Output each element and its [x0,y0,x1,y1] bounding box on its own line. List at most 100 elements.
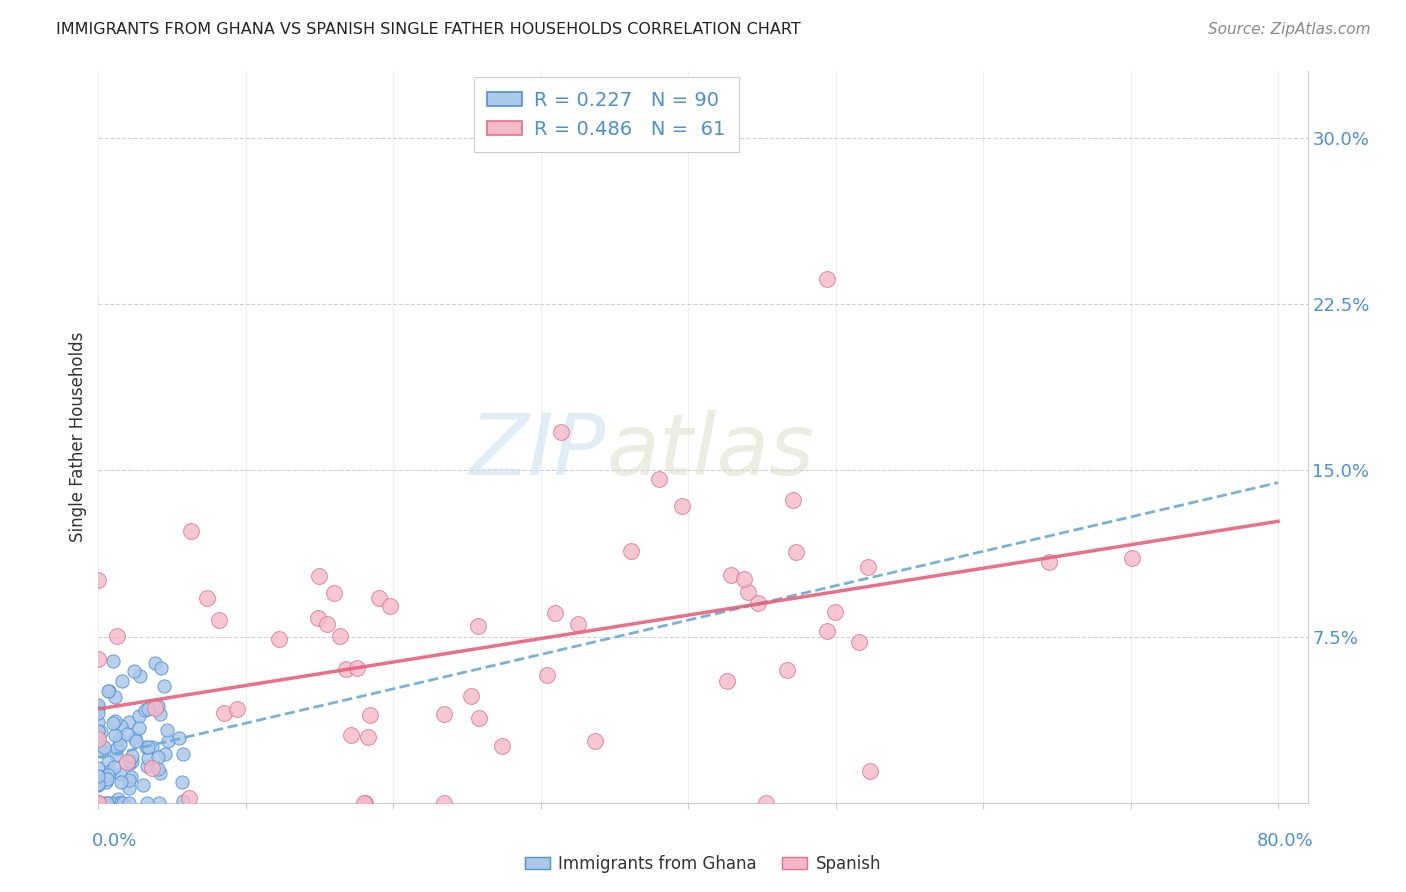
Point [157,733,180,747]
Point [104,714,127,728]
Point [153,747,176,761]
Point [87,574,110,588]
Point [148,796,170,810]
Point [815,271,838,285]
Point [322,586,344,600]
Point [94,796,117,810]
Point [380,599,402,614]
Point [356,730,378,744]
Point [87,796,110,810]
Point [115,755,138,769]
Point [118,754,141,768]
Point [105,747,128,762]
Legend: Immigrants from Ghana, Spanish: Immigrants from Ghana, Spanish [519,848,887,880]
Point [432,707,454,722]
Point [96,796,118,810]
Point [108,767,131,781]
Point [87,796,110,810]
Text: atlas: atlas [606,410,814,493]
Point [143,656,166,670]
Point [100,796,122,810]
Point [87,773,110,788]
Point [118,756,141,770]
Text: 80.0%: 80.0% [1257,832,1313,850]
Point [359,708,381,723]
Point [97,684,120,698]
Point [129,669,152,683]
Point [367,591,389,605]
Point [212,706,235,721]
Point [110,775,132,789]
Point [737,585,759,599]
Point [433,796,456,810]
Point [96,774,118,789]
Point [146,698,169,713]
Point [460,689,482,703]
Point [87,652,110,666]
Point [128,708,150,723]
Point [107,796,129,810]
Point [583,733,606,747]
Point [111,674,134,689]
Point [733,572,755,586]
Point [150,661,173,675]
Point [122,664,145,678]
Point [136,750,159,764]
Point [97,768,120,782]
Text: 0.0%: 0.0% [93,832,138,850]
Y-axis label: Single Father Households: Single Father Households [69,332,87,542]
Point [118,780,141,795]
Point [329,629,352,643]
Point [93,740,115,755]
Point [716,673,738,688]
Point [87,761,110,775]
Point [782,493,804,508]
Point [135,740,157,755]
Point [180,524,202,538]
Point [87,796,110,810]
Point [87,796,110,810]
Point [467,618,489,632]
Point [121,749,143,764]
Point [135,759,157,773]
Point [124,731,146,745]
Point [118,796,141,810]
Point [104,728,127,742]
Point [620,543,643,558]
Point [335,662,357,676]
Point [110,719,132,733]
Point [468,711,491,725]
Point [115,727,138,741]
Point [118,715,141,730]
Point [785,545,807,559]
Point [118,772,141,787]
Point [128,721,150,735]
Text: IMMIGRANTS FROM GHANA VS SPANISH SINGLE FATHER HOUSEHOLDS CORRELATION CHART: IMMIGRANTS FROM GHANA VS SPANISH SINGLE … [56,22,801,37]
Point [105,629,128,643]
Point [98,764,121,778]
Point [101,654,124,668]
Point [87,796,110,810]
Point [121,754,143,768]
Point [353,796,375,810]
Point [859,764,882,779]
Point [136,740,159,755]
Point [90,724,112,739]
Point [755,796,778,810]
Point [747,596,769,610]
Point [87,706,110,720]
Point [87,778,110,792]
Point [136,796,159,810]
Point [87,731,110,746]
Point [97,683,120,698]
Point [169,731,191,746]
Point [172,794,194,808]
Point [104,690,127,704]
Point [308,569,330,583]
Point [543,606,565,620]
Point [103,760,125,774]
Point [195,591,218,606]
Point [141,739,163,754]
Point [120,771,142,785]
Point [848,635,870,649]
